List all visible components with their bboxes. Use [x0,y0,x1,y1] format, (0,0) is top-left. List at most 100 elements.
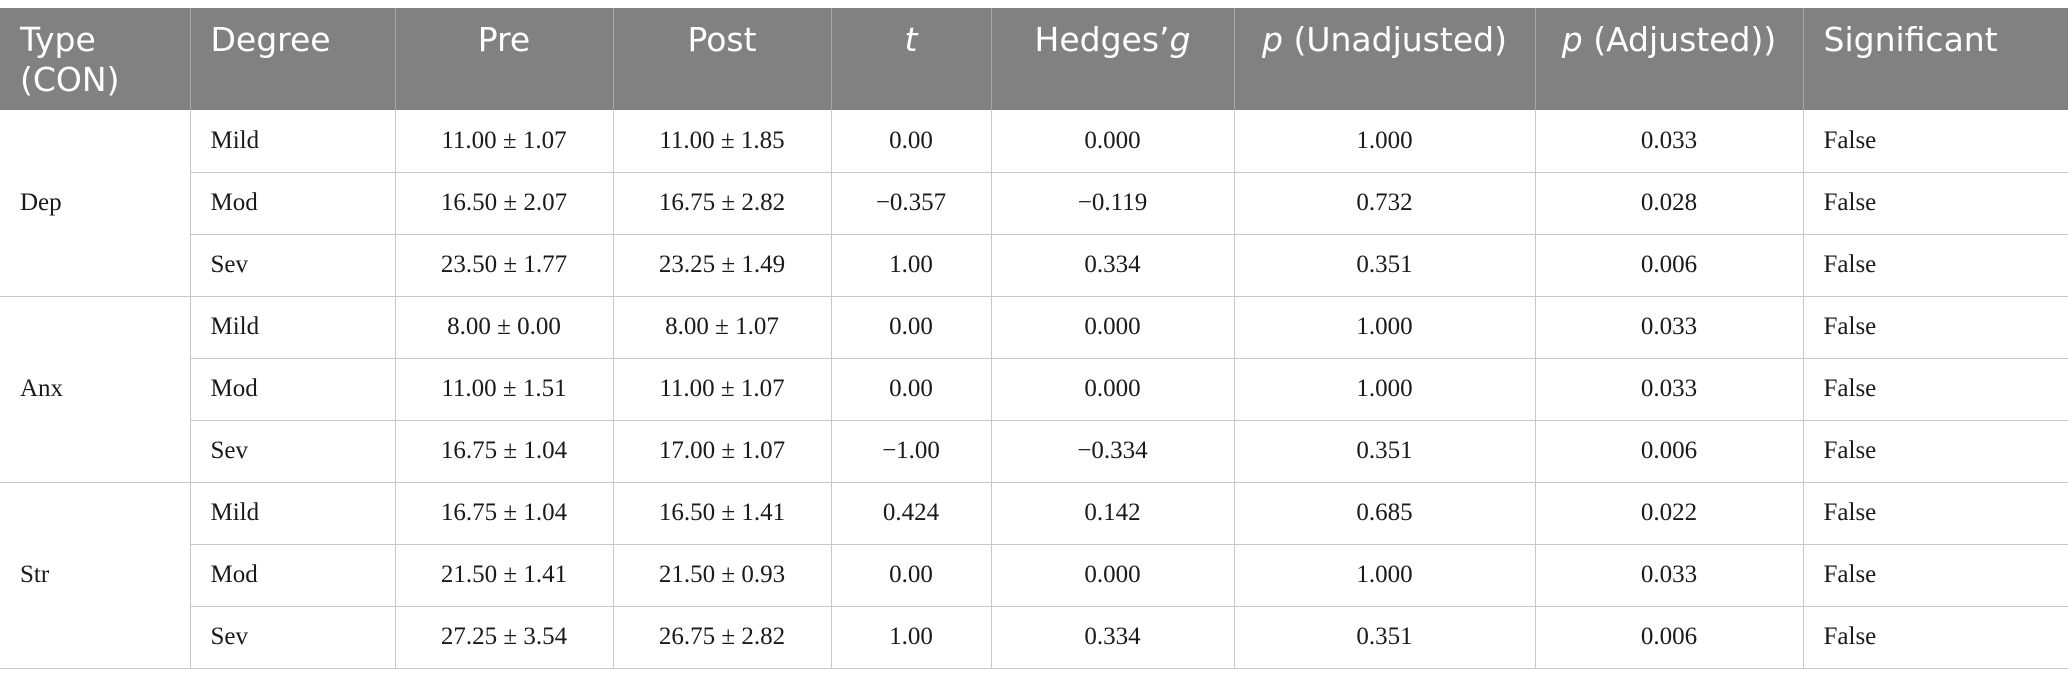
header-hedges-g-italic: g [1169,20,1191,59]
significant-cell: False [1803,110,2068,173]
degree-cell: Sev [190,606,396,669]
type-cell: Dep [0,110,191,297]
p-adjusted-cell: 0.033 [1535,358,1804,421]
p-unadjusted-cell: 0.732 [1234,172,1536,235]
type-cell: Str [0,482,191,669]
header-hedges-g: Hedges’g [991,8,1235,110]
t-cell: 1.00 [831,606,992,669]
t-cell: 0.00 [831,358,992,421]
table-row: Mod 21.50 ± 1.41 21.50 ± 0.93 0.00 0.000 1.00… [0,544,2068,607]
header-t-label: t [904,20,918,59]
p-unadjusted-cell: 0.351 [1234,420,1536,483]
significant-cell: False [1803,544,2068,607]
degree-cell: Mod [190,544,396,607]
header-row: Type (CON) Degree Pre Post t Hedges’g p … [0,8,2068,110]
hedges-g-cell: 0.000 [991,544,1235,607]
p-unadjusted-cell: 1.000 [1234,110,1536,173]
p-adjusted-cell: 0.006 [1535,606,1804,669]
significant-cell: False [1803,420,2068,483]
significant-cell: False [1803,234,2068,297]
p-adjusted-cell: 0.033 [1535,544,1804,607]
significant-cell: False [1803,606,2068,669]
table-row: Anx Mild 8.00 ± 0.00 8.00 ± 1.07 0.00 0.000 1.… [0,296,2068,483]
results-table: Type (CON) Degree Pre Post t Hedges’g p … [0,8,2068,669]
t-cell: 0.00 [831,296,992,359]
t-cell: 1.00 [831,234,992,297]
p-unadjusted-cell: 0.351 [1234,606,1536,669]
degree-cell: Mild [190,482,396,545]
t-cell: 0.00 [831,110,992,173]
pre-cell: 23.50 ± 1.77 [395,234,614,297]
table-row: Sev 16.75 ± 1.04 17.00 ± 1.07 −1.00 −0.334 0.… [0,420,2068,483]
p-unadjusted-cell: 1.000 [1234,296,1536,359]
p-unadjusted-cell: 1.000 [1234,358,1536,421]
post-cell: 16.50 ± 1.41 [613,482,832,545]
header-p-adj-rest: (Adjusted)) [1582,20,1777,59]
table-row: Sev 23.50 ± 1.77 23.25 ± 1.49 1.00 0.334 0.35… [0,234,2068,297]
table-row: Mod 16.50 ± 2.07 16.75 ± 2.82 −0.357 −0.119 0… [0,172,2068,235]
degree-cell: Sev [190,420,396,483]
significant-cell: False [1803,172,2068,235]
header-post: Post [613,8,832,110]
table-row: Mod 11.00 ± 1.51 11.00 ± 1.07 0.00 0.000 1.00… [0,358,2068,421]
header-p-adjusted: p (Adjusted)) [1535,8,1804,110]
significant-cell: False [1803,482,2068,545]
header-hedges-prefix: Hedges’ [1034,20,1170,59]
degree-cell: Sev [190,234,396,297]
t-cell: −1.00 [831,420,992,483]
type-cell: Anx [0,296,191,483]
degree-cell: Mild [190,110,396,173]
degree-cell: Mod [190,172,396,235]
pre-cell: 16.50 ± 2.07 [395,172,614,235]
significant-cell: False [1803,358,2068,421]
p-adjusted-cell: 0.033 [1535,296,1804,359]
significant-cell: False [1803,296,2068,359]
post-cell: 8.00 ± 1.07 [613,296,832,359]
post-cell: 21.50 ± 0.93 [613,544,832,607]
degree-cell: Mod [190,358,396,421]
hedges-g-cell: −0.334 [991,420,1235,483]
hedges-g-cell: 0.000 [991,296,1235,359]
header-p-unadj-rest: (Unadjusted) [1283,20,1507,59]
p-adjusted-cell: 0.028 [1535,172,1804,235]
pre-cell: 11.00 ± 1.51 [395,358,614,421]
results-table-container: Type (CON) Degree Pre Post t Hedges’g p … [0,8,2068,669]
header-p-adj-italic: p [1561,20,1583,59]
table-row: Dep Mild 11.00 ± 1.07 11.00 ± 1.85 0.00 0.000… [0,110,2068,297]
p-unadjusted-cell: 0.685 [1234,482,1536,545]
header-degree: Degree [190,8,396,110]
p-adjusted-cell: 0.006 [1535,420,1804,483]
p-unadjusted-cell: 1.000 [1234,544,1536,607]
header-p-unadj-italic: p [1262,20,1283,59]
post-cell: 17.00 ± 1.07 [613,420,832,483]
post-cell: 11.00 ± 1.07 [613,358,832,421]
pre-cell: 27.25 ± 3.54 [395,606,614,669]
hedges-g-cell: 0.142 [991,482,1235,545]
hedges-g-cell: 0.000 [991,110,1235,173]
t-cell: −0.357 [831,172,992,235]
degree-cell: Mild [190,296,396,359]
pre-cell: 11.00 ± 1.07 [395,110,614,173]
pre-cell: 8.00 ± 0.00 [395,296,614,359]
t-cell: 0.424 [831,482,992,545]
table-body: Dep Mild 11.00 ± 1.07 11.00 ± 1.85 0.00 0.000… [0,110,2068,669]
header-t: t [831,8,992,110]
table-row: Str Mild 16.75 ± 1.04 16.50 ± 1.41 0.424 0.14… [0,482,2068,669]
hedges-g-cell: −0.119 [991,172,1235,235]
p-adjusted-cell: 0.006 [1535,234,1804,297]
header-pre: Pre [395,8,614,110]
header-type: Type (CON) [0,8,191,110]
p-adjusted-cell: 0.022 [1535,482,1804,545]
post-cell: 23.25 ± 1.49 [613,234,832,297]
pre-cell: 16.75 ± 1.04 [395,482,614,545]
post-cell: 11.00 ± 1.85 [613,110,832,173]
header-significant: Significant [1803,8,2068,110]
table-row: Sev 27.25 ± 3.54 26.75 ± 2.82 1.00 0.334 0.35… [0,606,2068,669]
p-unadjusted-cell: 0.351 [1234,234,1536,297]
pre-cell: 16.75 ± 1.04 [395,420,614,483]
t-cell: 0.00 [831,544,992,607]
hedges-g-cell: 0.334 [991,234,1235,297]
hedges-g-cell: 0.334 [991,606,1235,669]
table-header: Type (CON) Degree Pre Post t Hedges’g p … [0,8,2068,110]
p-adjusted-cell: 0.033 [1535,110,1804,173]
